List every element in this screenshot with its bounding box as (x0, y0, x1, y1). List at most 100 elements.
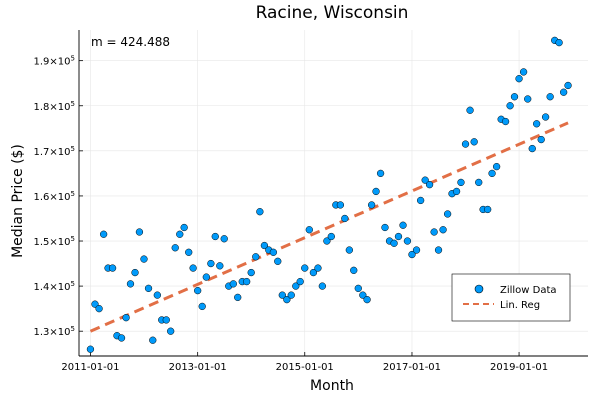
data-point (416, 196, 425, 205)
data-point (461, 140, 470, 148)
data-point (180, 223, 188, 232)
legend-marker-zillow-data (474, 284, 484, 294)
data-point (434, 246, 443, 254)
data-point (234, 293, 242, 302)
data-point (354, 284, 362, 293)
data-point (475, 178, 483, 187)
data-point (305, 226, 313, 234)
data-point (296, 277, 304, 286)
data-point (301, 264, 309, 272)
data-point (359, 291, 367, 299)
data-point (176, 230, 184, 238)
data-point (252, 253, 260, 261)
data-point (131, 268, 139, 277)
x-tick-label: 2013-01-01 (169, 362, 227, 373)
data-point (309, 268, 318, 277)
data-point (256, 208, 264, 216)
data-point (198, 302, 206, 311)
y-tick-label: 1.5×105 (34, 235, 75, 248)
data-point (260, 241, 269, 250)
x-tick-label: 2017-01-01 (383, 362, 441, 373)
data-point (555, 38, 563, 47)
data-point (95, 305, 103, 313)
data-point (457, 178, 465, 187)
data-point (278, 291, 286, 299)
data-point (470, 138, 478, 146)
data-point (318, 282, 327, 290)
data-point (99, 230, 108, 238)
data-point (412, 246, 421, 254)
y-tick-label: 1.4×105 (34, 280, 75, 293)
data-point (560, 88, 568, 96)
data-point (126, 280, 135, 288)
data-point (403, 237, 412, 245)
data-point (108, 264, 117, 272)
legend-label-lin-reg: Lin. Reg (500, 300, 540, 311)
x-tick-label: 2011-01-01 (61, 362, 119, 373)
chart-title: Racine, Wisconsin (256, 3, 409, 23)
data-point (452, 187, 461, 196)
data-point (524, 95, 532, 103)
data-point (202, 273, 210, 281)
data-point (117, 334, 126, 342)
data-point (376, 169, 385, 178)
data-point (541, 113, 550, 121)
data-point (211, 232, 219, 241)
data-point (185, 248, 193, 256)
data-point (149, 336, 157, 344)
data-point (194, 286, 202, 295)
data-point (443, 210, 452, 218)
data-point (287, 291, 295, 299)
data-point (350, 266, 358, 274)
data-point (292, 282, 300, 290)
x-axis-title: Month (310, 378, 354, 394)
data-point (327, 232, 335, 241)
slope-annotation: m = 424.488 (91, 35, 170, 49)
data-point (229, 280, 237, 288)
x-tick-label: 2015-01-01 (276, 362, 334, 373)
data-point (466, 106, 474, 114)
data-point (537, 135, 545, 144)
data-point (274, 257, 282, 265)
data-point (439, 226, 447, 234)
data-point (381, 223, 389, 232)
axes (78, 30, 588, 357)
data-point (510, 93, 519, 101)
data-point (207, 259, 215, 268)
data-point (421, 176, 429, 184)
data-point (122, 314, 130, 322)
data-point (484, 205, 492, 214)
y-tick-label: 1.3×105 (34, 325, 75, 338)
data-point (533, 120, 541, 128)
data-point (492, 162, 501, 171)
y-axis-ticks: 1.3×105 1.4×105 1.5×105 1.6×105 1.7×105 1.8×1… (34, 55, 83, 338)
y-tick-label: 1.6×105 (34, 190, 75, 203)
y-tick-label: 1.8×105 (34, 100, 75, 113)
data-point (162, 316, 170, 324)
data-point (564, 81, 572, 90)
data-point (269, 248, 278, 256)
data-point (501, 117, 510, 126)
data-point (399, 221, 407, 229)
data-point (506, 102, 514, 110)
data-point (372, 187, 380, 196)
data-point (171, 244, 179, 252)
data-point (135, 228, 144, 236)
data-point (91, 300, 99, 308)
y-axis-title: Median Price ($) (10, 144, 26, 258)
data-point (140, 255, 148, 263)
data-point (243, 277, 251, 286)
x-tick-label: 2019-01-01 (490, 362, 548, 373)
data-point (425, 181, 434, 189)
regression-line (89, 121, 569, 333)
data-point (220, 235, 228, 243)
legend: Zillow Data Lin. Reg (451, 273, 571, 322)
data-point (408, 250, 416, 259)
data-point (86, 345, 95, 353)
data-point (390, 239, 398, 247)
data-point (167, 327, 175, 335)
data-point (528, 144, 536, 153)
data-point (519, 68, 528, 76)
